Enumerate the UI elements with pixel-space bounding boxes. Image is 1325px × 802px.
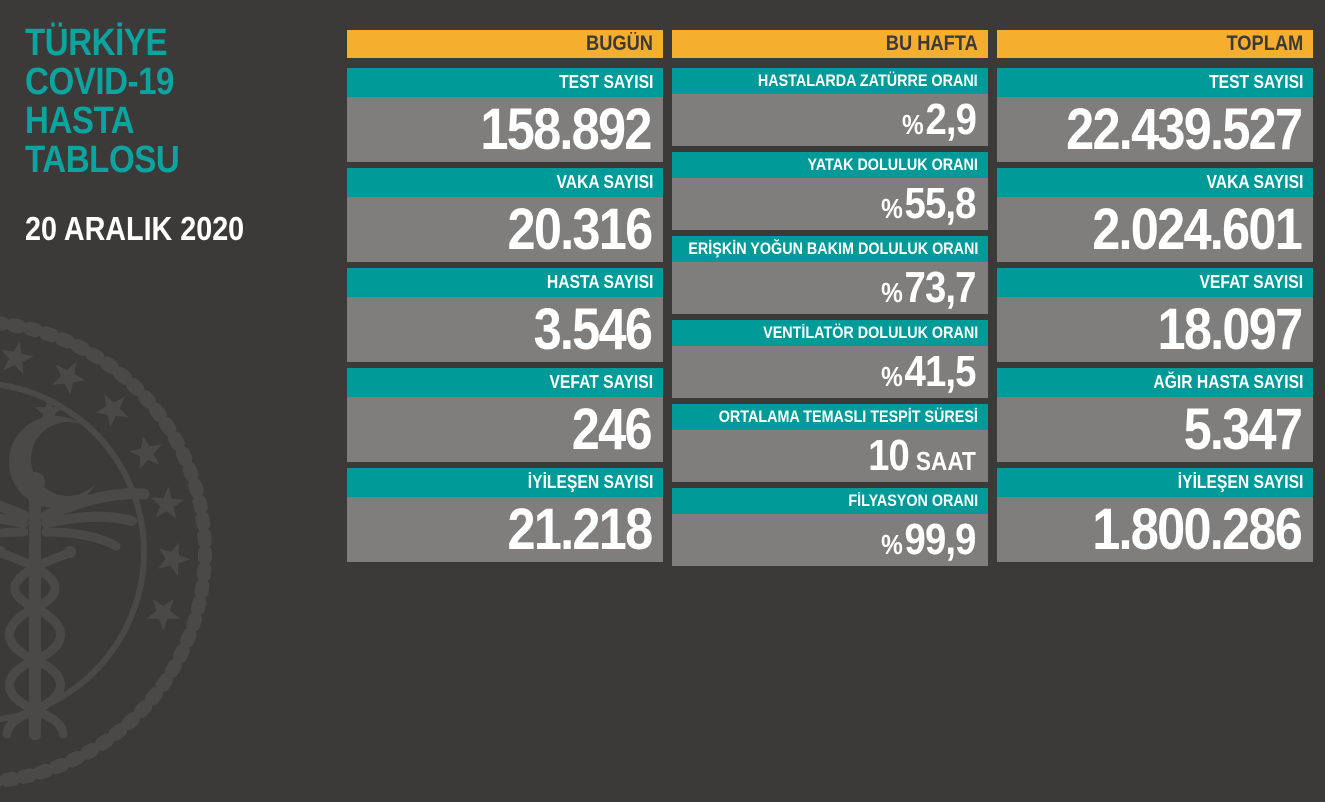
stat-label: İYİLEŞEN SAYISI: [997, 468, 1313, 497]
stat-label: VEFAT SAYISI: [347, 368, 663, 397]
stat-row: İYİLEŞEN SAYISI 1.800.286: [997, 468, 1313, 562]
stat-value: %73,7: [672, 262, 988, 314]
stat-value: 3.546: [347, 297, 663, 362]
title-line: HASTA: [25, 100, 135, 142]
column-toplam: TOPLAM TEST SAYISI 22.439.527 VAKA SAYIS…: [997, 30, 1313, 572]
title-line: TABLOSU: [25, 139, 180, 181]
stat-value: %99,9: [672, 514, 988, 566]
stat-row: HASTA SAYISI 3.546: [347, 268, 663, 362]
stat-row: VAKA SAYISI 20.316: [347, 168, 663, 262]
stat-value: %41,5: [672, 346, 988, 398]
stats-columns: BUGÜN TEST SAYISI 158.892 VAKA SAYISI 20…: [347, 30, 1313, 572]
stat-value: %55,8: [672, 178, 988, 230]
report-date: 20 ARALIK 2020: [25, 210, 245, 247]
stat-row: VEFAT SAYISI 246: [347, 368, 663, 462]
column-header-toplam: TOPLAM: [997, 30, 1313, 58]
stat-row: YATAK DOLULUK ORANI %55,8: [672, 152, 988, 230]
stat-label: VEFAT SAYISI: [997, 268, 1313, 297]
stat-label: VAKA SAYISI: [347, 168, 663, 197]
stat-row: FİLYASYON ORANI %99,9: [672, 488, 988, 566]
stat-row: VAKA SAYISI 2.024.601: [997, 168, 1313, 262]
stat-row: ORTALAMA TEMASLI TESPİT SÜRESİ 10 SAAT: [672, 404, 988, 482]
stat-value: 10 SAAT: [672, 430, 988, 482]
stat-label: YATAK DOLULUK ORANI: [672, 152, 988, 178]
stat-value: 18.097: [997, 297, 1313, 362]
stat-row: ERİŞKİN YOĞUN BAKIM DOLULUK ORANI %73,7: [672, 236, 988, 314]
column-header-bu-hafta: BU HAFTA: [672, 30, 988, 58]
column-bu-hafta: BU HAFTA HASTALARDA ZATÜRRE ORANI %2,9 Y…: [672, 30, 988, 572]
covid-dashboard: { "page": { "title_lines": ["TÜRKİYE", "…: [0, 0, 1313, 788]
stat-value: 246: [347, 397, 663, 462]
stat-label: VAKA SAYISI: [997, 168, 1313, 197]
stat-row: TEST SAYISI 22.439.527: [997, 68, 1313, 162]
stat-label: HASTA SAYISI: [347, 268, 663, 297]
stat-row: VEFAT SAYISI 18.097: [997, 268, 1313, 362]
stat-value: 2.024.601: [997, 197, 1313, 262]
title-line: TÜRKİYE: [25, 22, 168, 64]
ministry-of-health-logo-icon: [0, 316, 212, 788]
stat-value: %2,9: [672, 94, 988, 146]
stat-label: ERİŞKİN YOĞUN BAKIM DOLULUK ORANI: [672, 236, 988, 262]
stat-row: VENTİLATÖR DOLULUK ORANI %41,5: [672, 320, 988, 398]
column-bugun: BUGÜN TEST SAYISI 158.892 VAKA SAYISI 20…: [347, 30, 663, 572]
stat-value: 1.800.286: [997, 497, 1313, 562]
stat-value: 158.892: [347, 97, 663, 162]
stat-row: AĞIR HASTA SAYISI 5.347: [997, 368, 1313, 462]
page-title: TÜRKİYE COVID-19 HASTA TABLOSU: [25, 24, 202, 180]
stat-row: HASTALARDA ZATÜRRE ORANI %2,9: [672, 68, 988, 146]
stat-label: FİLYASYON ORANI: [672, 488, 988, 514]
stat-value: 20.316: [347, 197, 663, 262]
column-header-bugun: BUGÜN: [347, 30, 663, 58]
stat-row: İYİLEŞEN SAYISI 21.218: [347, 468, 663, 562]
stat-label: VENTİLATÖR DOLULUK ORANI: [672, 320, 988, 346]
title-line: COVID-19: [25, 61, 175, 103]
left-panel: TÜRKİYE COVID-19 HASTA TABLOSU 20 ARALIK…: [0, 0, 347, 788]
stat-label: AĞIR HASTA SAYISI: [997, 368, 1313, 397]
stat-label: TEST SAYISI: [347, 68, 663, 97]
stat-value: 22.439.527: [997, 97, 1313, 162]
stat-value: 21.218: [347, 497, 663, 562]
stat-label: İYİLEŞEN SAYISI: [347, 468, 663, 497]
stat-row: TEST SAYISI 158.892: [347, 68, 663, 162]
stat-value: 5.347: [997, 397, 1313, 462]
stat-label: TEST SAYISI: [997, 68, 1313, 97]
stat-label: HASTALARDA ZATÜRRE ORANI: [672, 68, 988, 94]
stat-label: ORTALAMA TEMASLI TESPİT SÜRESİ: [672, 404, 988, 430]
